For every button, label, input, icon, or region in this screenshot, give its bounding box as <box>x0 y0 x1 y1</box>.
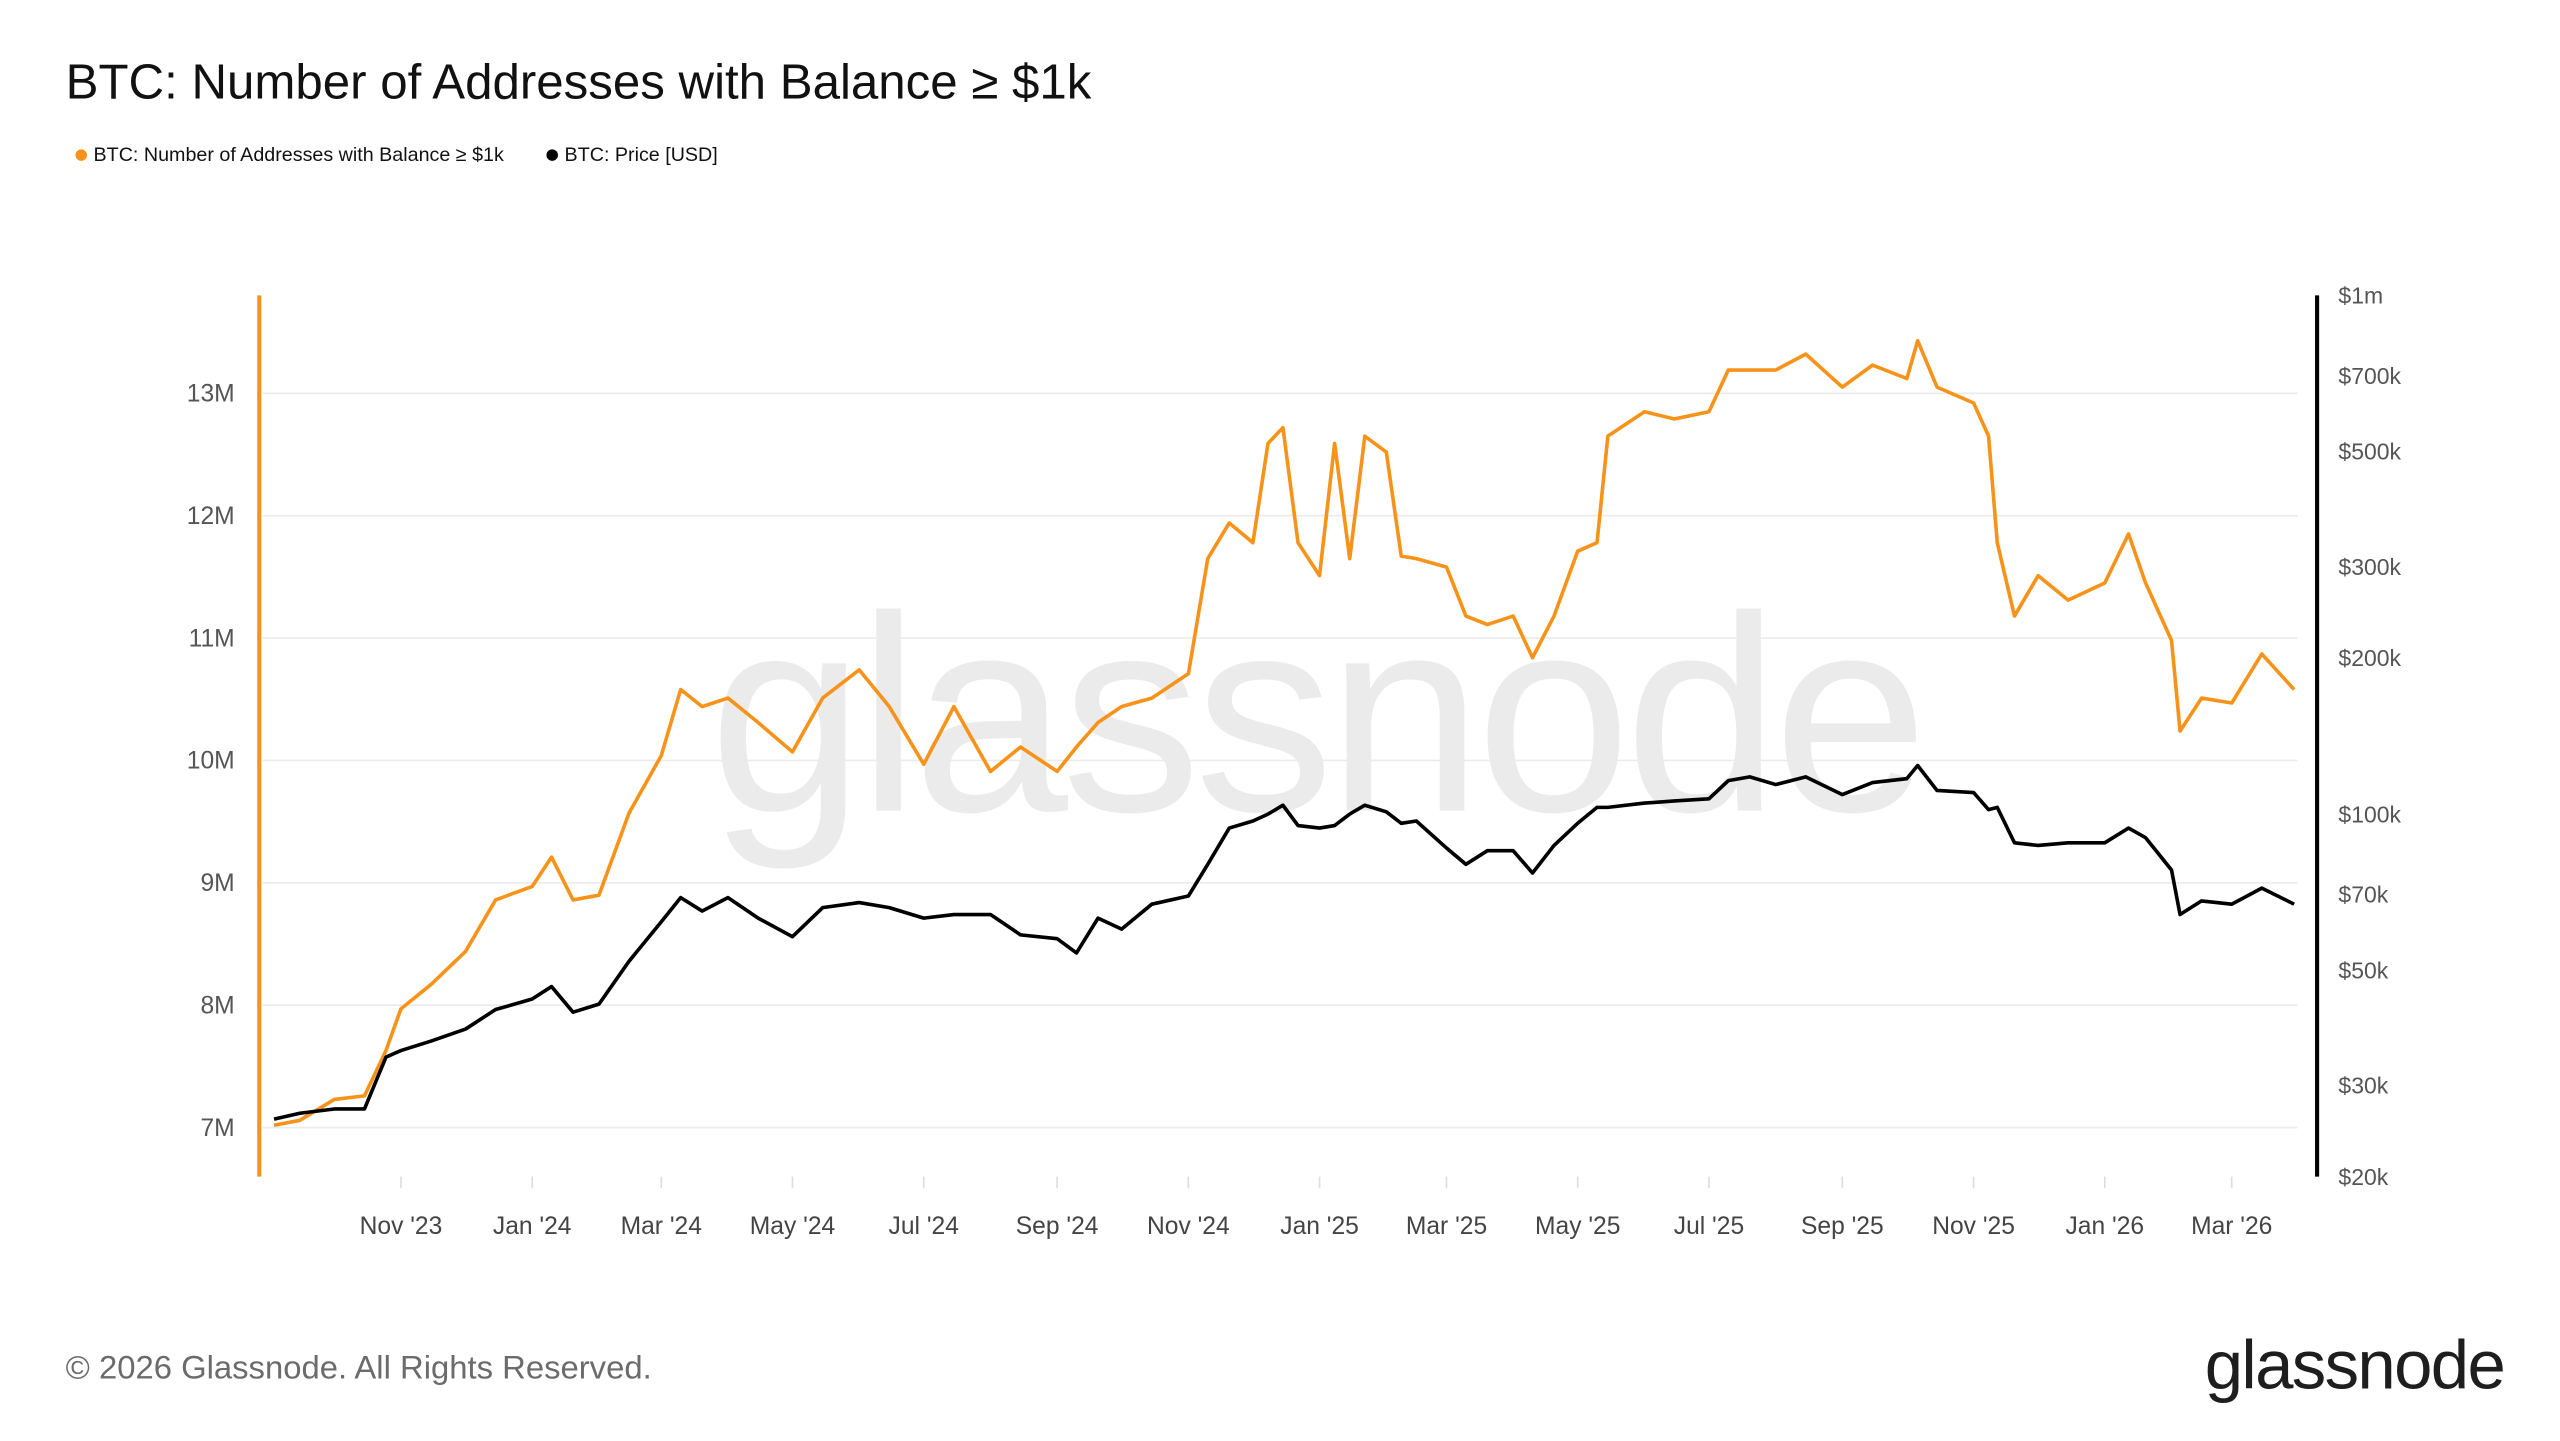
legend-label-addresses: BTC: Number of Addresses with Balance ≥ … <box>93 142 504 166</box>
x-tick-label: Nov '24 <box>1147 1213 1230 1240</box>
y-right-tick-label: $1m <box>2338 283 2383 309</box>
x-tick-label: May '25 <box>1535 1213 1620 1240</box>
y-left-tick-label: 9M <box>200 870 234 897</box>
x-tick-label: Nov '25 <box>1932 1213 2015 1240</box>
watermark: glassnode <box>708 559 1928 872</box>
y-right-tick-label: $300k <box>2338 554 2401 580</box>
y-right-tick-label: $20k <box>2338 1164 2388 1190</box>
x-tick-label: Jul '25 <box>1674 1213 1744 1240</box>
y-left-tick-label: 11M <box>189 625 235 652</box>
x-tick-label: Jul '24 <box>889 1213 959 1240</box>
legend-dot-black-icon <box>546 148 558 160</box>
y-right-tick-label: $30k <box>2338 1072 2388 1098</box>
y-left-tick-label: 10M <box>187 748 235 775</box>
x-tick-label: Mar '24 <box>621 1213 702 1240</box>
legend-item-price[interactable]: BTC: Price [USD] <box>546 142 718 166</box>
legend: BTC: Number of Addresses with Balance ≥ … <box>75 142 718 166</box>
y-right-tick-label: $500k <box>2338 439 2401 465</box>
glassnode-logo: glassnode <box>2204 1325 2506 1404</box>
y-left-tick-label: 12M <box>187 503 235 530</box>
series-line-price <box>273 763 2295 1121</box>
x-tick-label: Sep '25 <box>1801 1213 1884 1240</box>
legend-dot-orange-icon <box>75 148 87 160</box>
y-left-tick-label: 8M <box>200 992 234 1019</box>
legend-label-price: BTC: Price [USD] <box>564 142 718 166</box>
x-tick-label: Mar '26 <box>2191 1213 2272 1240</box>
series-line-addresses <box>273 338 2296 1128</box>
x-tick-label: Jan '24 <box>493 1213 572 1240</box>
chart-title: BTC: Number of Addresses with Balance ≥ … <box>65 55 1092 110</box>
x-tick-label: Jan '26 <box>2066 1213 2145 1240</box>
y-right-tick-label: $700k <box>2338 363 2401 389</box>
x-tick-label: Mar '25 <box>1406 1213 1487 1240</box>
x-tick-label: May '24 <box>750 1213 835 1240</box>
x-tick-label: Nov '23 <box>360 1213 443 1240</box>
legend-item-addresses[interactable]: BTC: Number of Addresses with Balance ≥ … <box>75 142 504 166</box>
y-right-tick-label: $200k <box>2338 645 2401 671</box>
y-right-tick-label: $50k <box>2338 957 2388 983</box>
y-left-tick-label: 13M <box>187 380 235 407</box>
x-tick-label: Sep '24 <box>1016 1213 1099 1240</box>
x-tick-label: Jan '25 <box>1280 1213 1359 1240</box>
y-left-tick-label: 7M <box>200 1115 234 1142</box>
y-right-tick-label: $70k <box>2338 882 2388 908</box>
copyright: © 2026 Glassnode. All Rights Reserved. <box>65 1350 652 1387</box>
y-right-tick-label: $100k <box>2338 801 2401 827</box>
